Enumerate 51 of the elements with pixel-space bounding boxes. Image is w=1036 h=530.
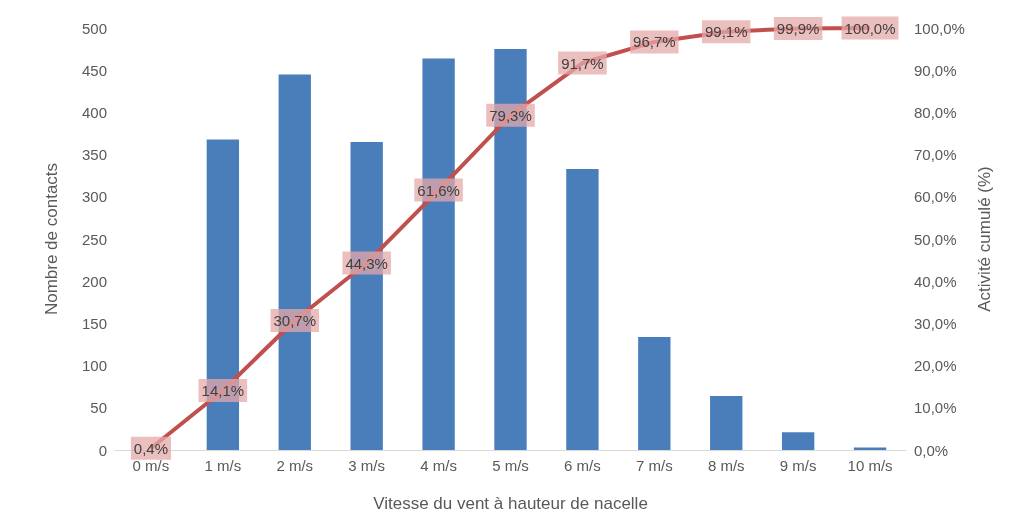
y2-tick-label: 20,0% <box>914 357 957 375</box>
data-label: 30,7% <box>273 311 317 329</box>
x-tick-label: 6 m/s <box>564 457 601 474</box>
x-tick-label: 2 m/s <box>276 457 314 474</box>
x-tick-label: 9 m/s <box>779 457 817 474</box>
x-tick-label: 3 m/s <box>348 457 386 474</box>
y2-axis-title: Activité cumulé (%) <box>975 166 994 312</box>
y2-tick-label: 90,0% <box>914 61 957 79</box>
data-label: 99,9% <box>776 19 820 37</box>
y2-tick-label: 40,0% <box>914 272 957 290</box>
data-label: 79,3% <box>489 106 532 124</box>
y-tick-label: 50 <box>90 399 107 417</box>
y2-tick-label: 50,0% <box>914 230 957 248</box>
y-tick-label: 100 <box>81 357 107 375</box>
y2-tick-label: 10,0% <box>914 399 957 417</box>
y2-tick-label: 80,0% <box>914 103 957 121</box>
bar <box>853 447 887 450</box>
data-label: 91,7% <box>561 54 604 72</box>
x-tick-label: 4 m/s <box>420 457 457 474</box>
y-tick-label: 450 <box>81 61 107 79</box>
y-tick-label: 250 <box>81 230 107 248</box>
data-label: 100,0% <box>844 19 896 37</box>
y-tick-label: 200 <box>81 272 107 290</box>
y-tick-label: 150 <box>81 314 107 332</box>
x-tick-label: 1 m/s <box>204 457 242 474</box>
x-tick-label: 0 m/s <box>132 457 170 474</box>
data-label: 61,6% <box>417 181 460 199</box>
y2-tick-label: 0,0% <box>914 441 949 459</box>
data-label: 14,1% <box>201 382 245 399</box>
data-label: 44,3% <box>345 254 388 272</box>
bar <box>566 168 599 450</box>
y-tick-label: 350 <box>81 146 107 164</box>
y2-tick-label: 30,0% <box>914 314 957 332</box>
x-tick-label: 5 m/s <box>492 457 529 474</box>
y-tick-label: 400 <box>81 103 107 121</box>
bar <box>638 336 671 450</box>
y-tick-label: 500 <box>81 19 107 37</box>
data-label: 96,7% <box>633 33 676 51</box>
x-tick-label: 7 m/s <box>635 457 673 474</box>
y-axis-title: Nombre de contacts <box>42 162 61 316</box>
bar <box>710 395 743 450</box>
x-tick-label: 8 m/s <box>707 457 745 474</box>
y2-tick-label: 100,0% <box>914 19 965 37</box>
y2-tick-label: 70,0% <box>914 146 957 164</box>
y2-tick-label: 60,0% <box>914 188 957 206</box>
x-axis-title: Vitesse du vent à hauteur de nacelle <box>373 494 648 513</box>
x-tick-label: 10 m/s <box>847 457 893 474</box>
y-tick-label: 0 <box>98 441 107 459</box>
bar <box>781 432 815 450</box>
data-label: 99,1% <box>704 23 748 41</box>
y-tick-label: 300 <box>81 188 107 206</box>
